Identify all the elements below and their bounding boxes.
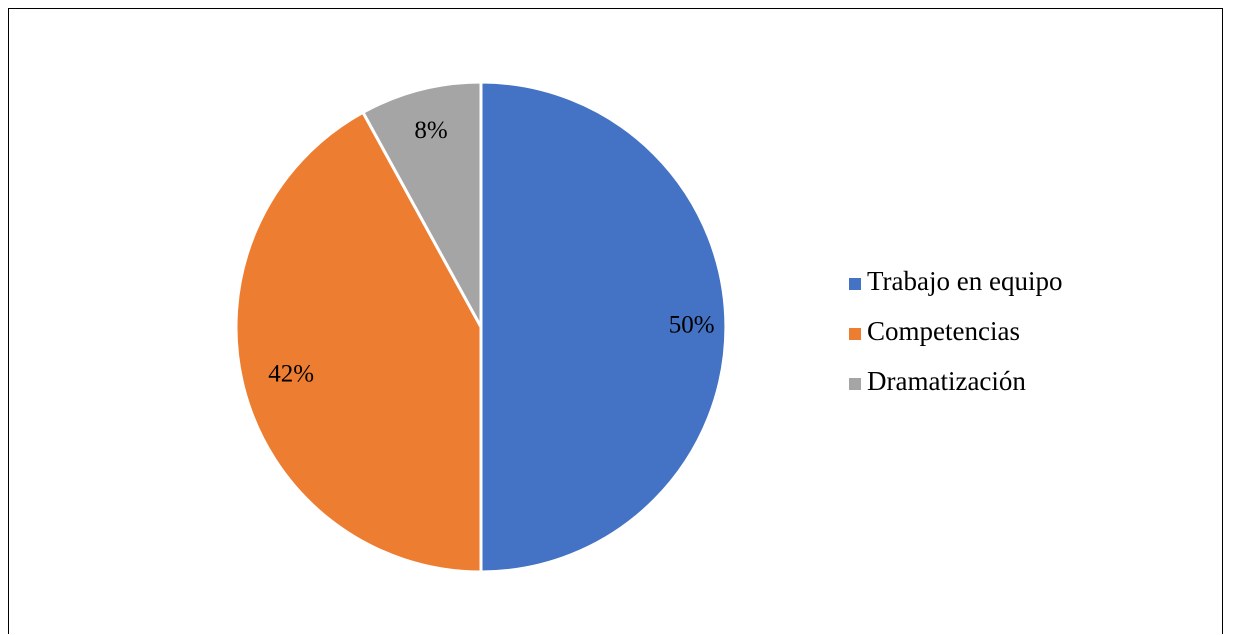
pie-data-labels: 50% 42% 8% <box>268 117 714 387</box>
chart-frame: 50% 42% 8% Trabajo en equipo Competencias Dr… <box>8 8 1223 634</box>
pie-slice-trabajo-en-equipo <box>479 80 728 574</box>
legend-item-2: Competencias <box>849 316 1020 346</box>
legend-swatch <box>849 328 861 340</box>
legend-item-1: Trabajo en equipo <box>849 266 1062 296</box>
legend-item-3: Dramatización <box>849 366 1026 396</box>
pie-slice-competencias <box>234 110 483 574</box>
legend-label: Competencias <box>867 316 1020 346</box>
legend-label: Dramatización <box>867 366 1026 396</box>
pie-slices <box>234 80 728 574</box>
legend-label: Trabajo en equipo <box>867 266 1062 296</box>
data-label-2: 42% <box>268 360 314 387</box>
legend-swatch <box>849 278 861 290</box>
legend-swatch <box>849 378 861 390</box>
data-label-3: 8% <box>414 117 447 144</box>
pie-chart: 50% 42% 8% Trabajo en equipo Competencias Dr… <box>234 80 1062 574</box>
pie-slice-dramatizacion <box>361 80 483 329</box>
chart-legend: Trabajo en equipo Competencias Dramatizaci… <box>849 266 1062 396</box>
data-label-1: 50% <box>669 312 715 339</box>
